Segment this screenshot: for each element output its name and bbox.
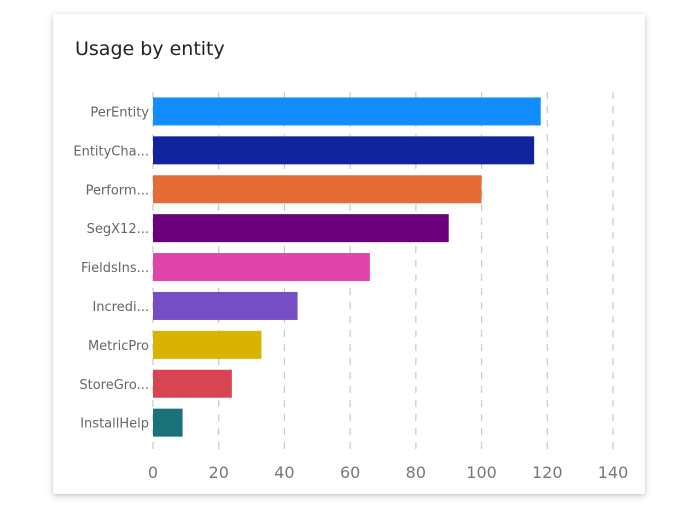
- bar-chart: 0 20 40 60 80 100 120 140 PerEntity EntityCha... P…: [73, 92, 629, 482]
- category-label: FieldsIns...: [81, 261, 149, 276]
- x-tick-label: 120: [532, 463, 563, 482]
- category-label: InstallHelp: [80, 417, 149, 432]
- bar-5[interactable]: [153, 253, 370, 282]
- bar-7[interactable]: [153, 330, 262, 359]
- category-label: MetricPro: [88, 339, 149, 354]
- bar-8[interactable]: [153, 369, 232, 398]
- bar-9[interactable]: [153, 408, 183, 437]
- category-label: SegX12...: [87, 222, 149, 237]
- category-label: StoreGro...: [79, 378, 149, 393]
- x-tick-label: 40: [274, 463, 294, 482]
- chart-card: Usage by entity 0 20 40 60 80 100 120 140 PerEnt…: [53, 14, 645, 494]
- bar-2[interactable]: [153, 136, 535, 165]
- bar-6[interactable]: [153, 291, 298, 320]
- x-tick-label: 20: [209, 463, 229, 482]
- x-tick-label: 100: [466, 463, 497, 482]
- category-label: Incredi...: [92, 300, 149, 315]
- bar-1[interactable]: [153, 97, 541, 126]
- category-label: EntityCha...: [73, 144, 149, 159]
- category-label: Perform...: [86, 183, 149, 198]
- x-tick-label: 140: [598, 463, 629, 482]
- x-tick-label: 80: [406, 463, 426, 482]
- bar-4[interactable]: [153, 214, 449, 243]
- category-label: PerEntity: [90, 105, 149, 120]
- bar-3[interactable]: [153, 175, 482, 204]
- x-tick-label: 60: [340, 463, 360, 482]
- x-tick-label: 0: [148, 463, 158, 482]
- chart-title: Usage by entity: [75, 38, 225, 60]
